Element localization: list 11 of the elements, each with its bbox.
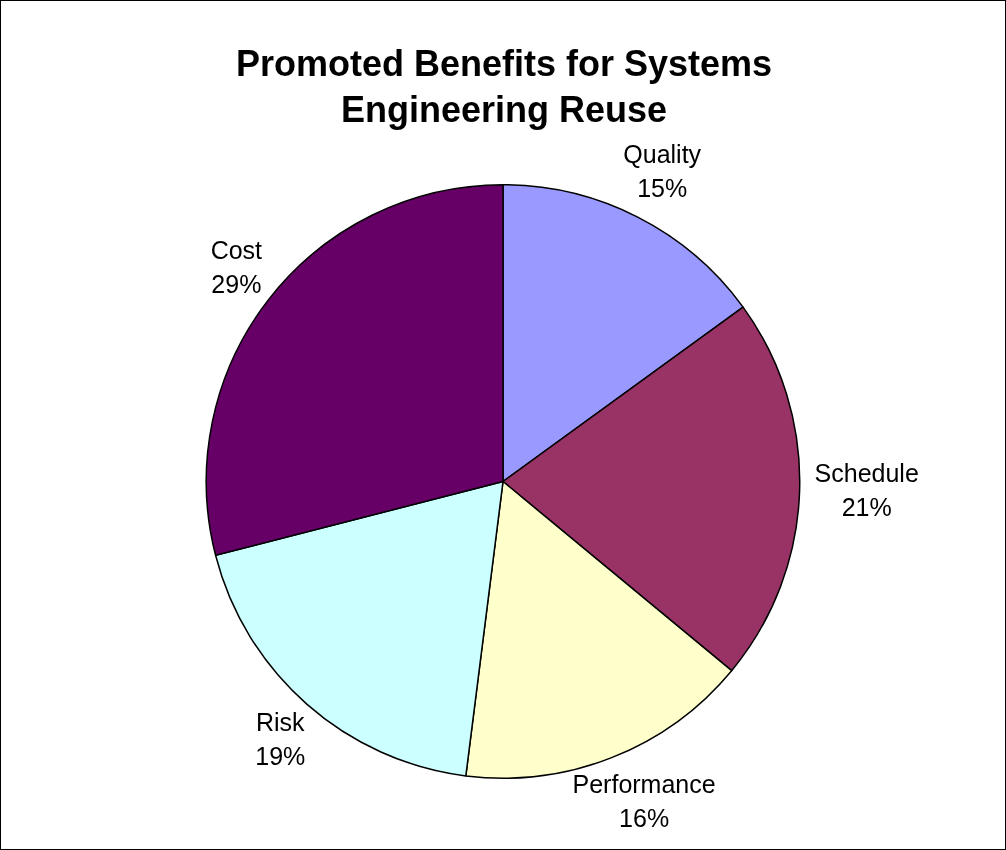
data-label: 16% — [619, 803, 670, 832]
slice-label: Performance — [572, 769, 716, 798]
data-label: 15% — [637, 174, 688, 203]
data-label: 19% — [255, 741, 306, 770]
data-label: 29% — [211, 270, 262, 299]
data-label: 21% — [841, 493, 892, 522]
slice-label: Quality — [623, 140, 702, 169]
slice-label: Risk — [255, 707, 306, 736]
slice-label: Schedule — [814, 459, 919, 488]
chart-title: Promoted Benefits for Systems Engineering Reuse — [234, 42, 774, 132]
slice-label: Cost — [210, 236, 263, 265]
